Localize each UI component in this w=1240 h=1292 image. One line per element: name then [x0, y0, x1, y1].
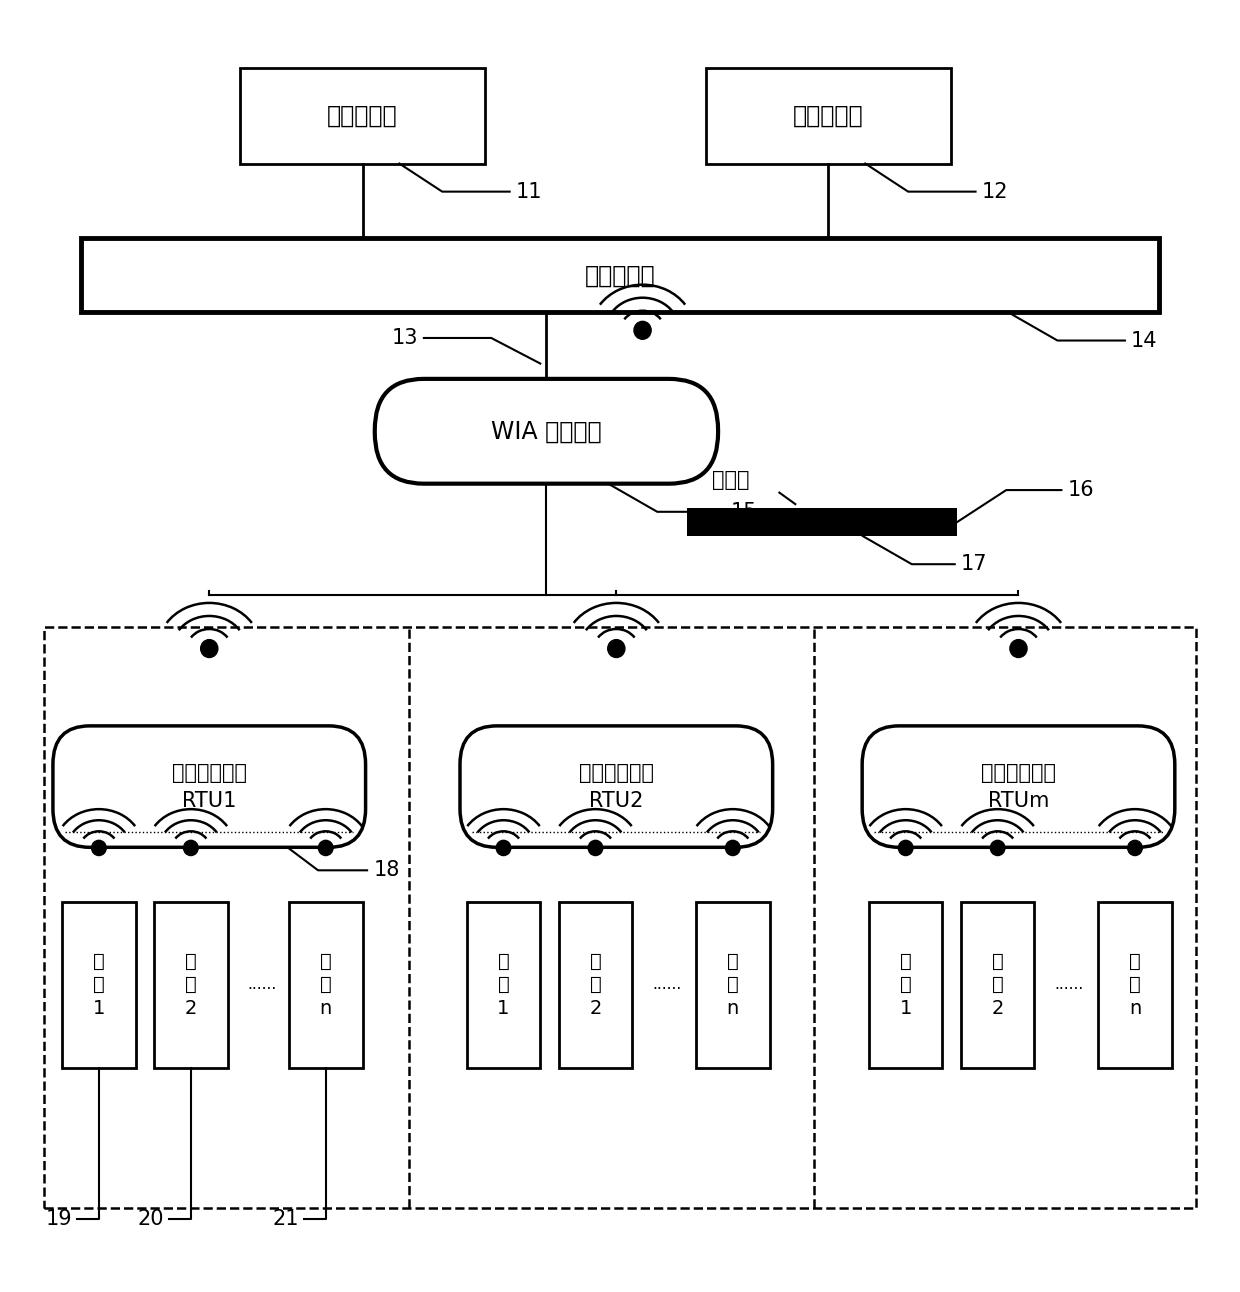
FancyBboxPatch shape [53, 726, 366, 848]
Circle shape [201, 640, 218, 658]
Text: 工业以太网: 工业以太网 [585, 264, 655, 287]
Circle shape [1127, 840, 1142, 855]
Bar [687, 508, 957, 536]
Text: 阻挡物: 阻挡物 [712, 470, 749, 490]
Circle shape [1009, 640, 1027, 658]
Text: 实时数据库: 实时数据库 [794, 103, 864, 128]
Text: 17: 17 [961, 554, 987, 574]
Bar [154, 902, 228, 1067]
Circle shape [92, 840, 107, 855]
Bar [62, 902, 135, 1067]
Text: 16: 16 [1068, 481, 1094, 500]
Text: 组态计算机: 组态计算机 [327, 103, 398, 128]
Bar [696, 902, 770, 1067]
Circle shape [899, 840, 913, 855]
Bar [869, 902, 942, 1067]
Text: 13: 13 [391, 328, 418, 348]
Text: 21: 21 [273, 1208, 299, 1229]
Bar [559, 902, 632, 1067]
Text: 井口控制单元
RTUm: 井口控制单元 RTUm [981, 762, 1056, 810]
Circle shape [608, 640, 625, 658]
Text: 19: 19 [46, 1208, 72, 1229]
Text: 仪
表
2: 仪 表 2 [185, 952, 197, 1018]
Text: 14: 14 [1131, 331, 1158, 350]
Text: 仪
表
1: 仪 表 1 [497, 952, 510, 1018]
Text: 井口控制单元
RTU1: 井口控制单元 RTU1 [172, 762, 247, 810]
Circle shape [634, 322, 651, 340]
Circle shape [588, 840, 603, 855]
Bar [1099, 902, 1172, 1067]
Text: ......: ...... [1054, 977, 1084, 992]
FancyBboxPatch shape [374, 379, 718, 483]
Text: 仪
表
2: 仪 表 2 [992, 952, 1004, 1018]
Bar [706, 67, 951, 164]
Text: 18: 18 [373, 860, 399, 880]
Text: WIA 无线网关: WIA 无线网关 [491, 420, 601, 443]
Circle shape [319, 840, 334, 855]
Bar [466, 902, 541, 1067]
FancyBboxPatch shape [862, 726, 1174, 848]
Text: ......: ...... [652, 977, 681, 992]
Circle shape [496, 840, 511, 855]
Text: 仪
表
n: 仪 表 n [320, 952, 332, 1018]
Circle shape [991, 840, 1004, 855]
Text: ......: ...... [247, 977, 277, 992]
Text: 仪
表
1: 仪 表 1 [93, 952, 105, 1018]
Text: 井口控制单元
RTU2: 井口控制单元 RTU2 [579, 762, 653, 810]
Text: 仪
表
1: 仪 表 1 [899, 952, 911, 1018]
Text: 12: 12 [982, 182, 1008, 202]
Bar [289, 902, 362, 1067]
Text: 15: 15 [730, 501, 758, 522]
Text: 仪
表
2: 仪 表 2 [589, 952, 601, 1018]
Bar [961, 902, 1034, 1067]
Bar [239, 67, 485, 164]
Circle shape [184, 840, 198, 855]
Text: 20: 20 [138, 1208, 164, 1229]
Text: 仪
表
n: 仪 表 n [727, 952, 739, 1018]
Text: 11: 11 [516, 182, 542, 202]
Bar [81, 238, 1159, 313]
Bar [43, 627, 1197, 1208]
FancyBboxPatch shape [460, 726, 773, 848]
Text: 仪
表
n: 仪 表 n [1128, 952, 1141, 1018]
Circle shape [725, 840, 740, 855]
